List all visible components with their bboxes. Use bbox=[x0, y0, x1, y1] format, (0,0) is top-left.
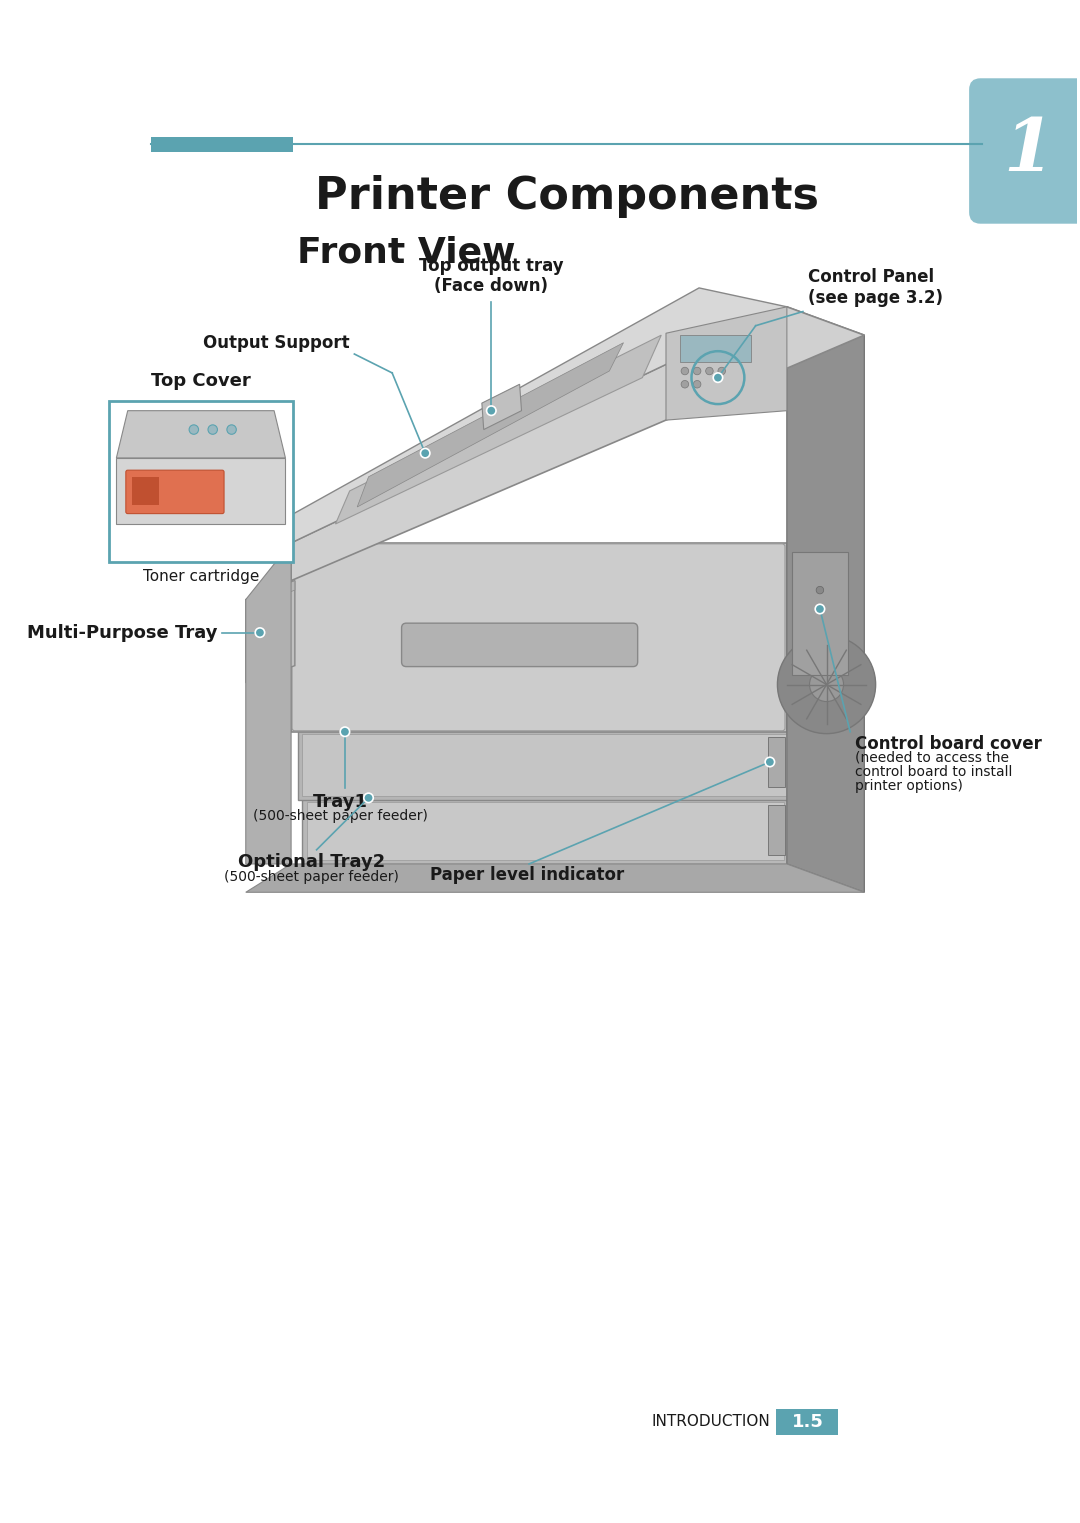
Text: Front View: Front View bbox=[297, 236, 515, 270]
Polygon shape bbox=[117, 411, 285, 458]
FancyBboxPatch shape bbox=[777, 1409, 838, 1435]
Circle shape bbox=[778, 635, 876, 734]
Circle shape bbox=[693, 367, 701, 375]
Polygon shape bbox=[284, 288, 787, 542]
FancyBboxPatch shape bbox=[151, 137, 293, 152]
Text: 1: 1 bbox=[1003, 116, 1054, 186]
Text: control board to install: control board to install bbox=[855, 765, 1012, 778]
Text: (500-sheet paper feeder): (500-sheet paper feeder) bbox=[225, 870, 400, 883]
Circle shape bbox=[693, 381, 701, 388]
Circle shape bbox=[713, 373, 723, 382]
FancyBboxPatch shape bbox=[969, 78, 1080, 224]
FancyBboxPatch shape bbox=[117, 458, 285, 524]
Circle shape bbox=[227, 425, 237, 434]
Text: Paper level indicator: Paper level indicator bbox=[430, 867, 624, 883]
Text: Top output tray
(Face down): Top output tray (Face down) bbox=[419, 257, 564, 295]
FancyBboxPatch shape bbox=[792, 553, 848, 675]
Circle shape bbox=[189, 425, 199, 434]
Polygon shape bbox=[482, 384, 522, 429]
Text: Tray1: Tray1 bbox=[313, 793, 367, 812]
Polygon shape bbox=[292, 306, 864, 580]
Text: (needed to access the: (needed to access the bbox=[855, 751, 1009, 765]
Circle shape bbox=[255, 627, 265, 637]
Circle shape bbox=[681, 367, 689, 375]
Text: printer options): printer options) bbox=[855, 778, 962, 793]
FancyBboxPatch shape bbox=[302, 798, 794, 864]
Text: Optional Tray2: Optional Tray2 bbox=[239, 853, 386, 871]
Polygon shape bbox=[246, 542, 292, 864]
Text: Control Panel
(see page 3.2): Control Panel (see page 3.2) bbox=[808, 268, 943, 306]
Polygon shape bbox=[787, 306, 864, 892]
Text: INTRODUCTION: INTRODUCTION bbox=[651, 1413, 770, 1429]
FancyBboxPatch shape bbox=[768, 737, 785, 786]
Polygon shape bbox=[246, 864, 864, 892]
Text: Toner cartridge: Toner cartridge bbox=[143, 570, 259, 585]
Text: (500-sheet paper feeder): (500-sheet paper feeder) bbox=[253, 809, 428, 824]
Polygon shape bbox=[336, 335, 661, 524]
Circle shape bbox=[487, 407, 496, 416]
FancyBboxPatch shape bbox=[302, 734, 788, 797]
FancyBboxPatch shape bbox=[292, 544, 785, 731]
FancyBboxPatch shape bbox=[680, 335, 751, 361]
Circle shape bbox=[810, 667, 843, 702]
FancyBboxPatch shape bbox=[109, 401, 293, 562]
Polygon shape bbox=[666, 306, 787, 420]
Text: Output Support: Output Support bbox=[203, 334, 350, 352]
FancyBboxPatch shape bbox=[768, 806, 785, 854]
FancyBboxPatch shape bbox=[126, 471, 224, 513]
Circle shape bbox=[718, 367, 726, 375]
Circle shape bbox=[340, 726, 350, 737]
Circle shape bbox=[815, 605, 825, 614]
Circle shape bbox=[705, 367, 713, 375]
Text: Top Cover: Top Cover bbox=[151, 372, 251, 390]
FancyBboxPatch shape bbox=[402, 623, 637, 667]
Text: 1.5: 1.5 bbox=[792, 1413, 824, 1432]
Circle shape bbox=[208, 425, 217, 434]
Text: Multi-Purpose Tray: Multi-Purpose Tray bbox=[27, 623, 217, 641]
Polygon shape bbox=[246, 580, 295, 609]
Polygon shape bbox=[246, 580, 295, 682]
Text: Printer Components: Printer Components bbox=[315, 175, 819, 218]
FancyBboxPatch shape bbox=[307, 801, 784, 860]
Circle shape bbox=[681, 381, 689, 388]
FancyBboxPatch shape bbox=[292, 542, 787, 731]
Circle shape bbox=[364, 793, 374, 803]
Circle shape bbox=[816, 586, 824, 594]
Circle shape bbox=[420, 448, 430, 458]
Text: Control board cover: Control board cover bbox=[855, 734, 1042, 752]
FancyBboxPatch shape bbox=[133, 477, 159, 506]
Circle shape bbox=[765, 757, 774, 766]
Polygon shape bbox=[357, 343, 623, 507]
FancyBboxPatch shape bbox=[298, 730, 794, 800]
